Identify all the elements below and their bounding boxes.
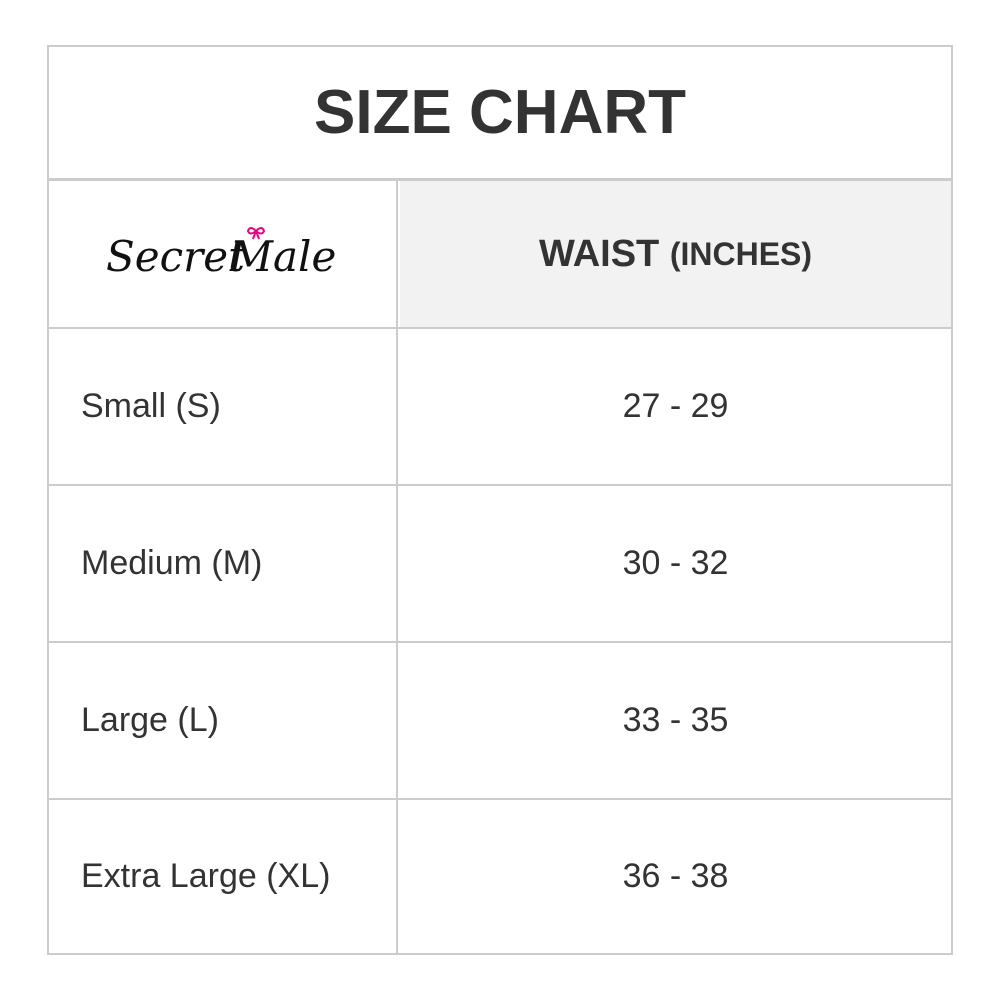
table-row: Small (S) 27 - 29 — [49, 329, 951, 486]
unit-label: (INCHES) — [669, 235, 813, 272]
waist-label: WAIST — [538, 232, 660, 275]
waist-cell: 27 - 29 — [622, 387, 729, 425]
waist-cell: 30 - 32 — [622, 544, 729, 582]
size-cell: Large (L) — [49, 643, 398, 798]
size-cell: Medium (M) — [49, 486, 398, 641]
size-cell: Extra Large (XL) — [49, 800, 398, 953]
table-row: Large (L) 33 - 35 — [49, 643, 951, 800]
svg-text:Male: Male — [229, 232, 336, 281]
brand-logo: Secret Male — [106, 227, 336, 281]
page-title: SIZE CHART — [49, 47, 951, 181]
table-row: Medium (M) 30 - 32 — [49, 486, 951, 643]
waist-cell: 36 - 38 — [622, 857, 729, 895]
waist-cell: 33 - 35 — [622, 701, 729, 739]
header-row: Secret Male WAIST (INCHES) — [49, 181, 951, 329]
size-chart-table: SIZE CHART Secret Male WAIST (INCHES) Sm… — [47, 45, 953, 955]
svg-text:Secret: Secret — [106, 232, 245, 281]
waist-header: WAIST (INCHES) — [400, 181, 951, 327]
table-row: Extra Large (XL) 36 - 38 — [49, 800, 951, 953]
bow-icon — [246, 227, 265, 240]
size-cell: Small (S) — [49, 329, 398, 484]
brand-logo-cell: Secret Male — [49, 181, 398, 327]
